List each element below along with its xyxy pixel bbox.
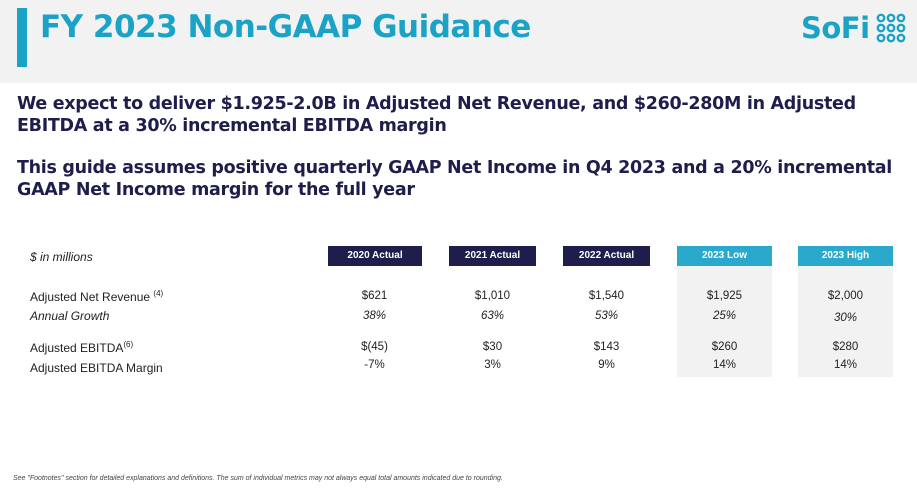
table-cell: 53%	[594, 310, 619, 322]
table-cell: 3%	[484, 359, 501, 371]
sofi-logo: SoFi	[801, 10, 906, 46]
table-cell: $(45)	[361, 341, 388, 353]
table-cell: -7%	[364, 359, 385, 371]
headline-revenue-ebitda: We expect to deliver $1.925-2.0B in Adju…	[17, 94, 856, 136]
table-cell: 38%	[362, 310, 387, 322]
table-cell: 14%	[712, 359, 737, 371]
footnote-ref: (6)	[123, 340, 134, 349]
title-accent-bar	[17, 8, 27, 67]
footnote-disclaimer: See "Footnotes" section for detailed exp…	[13, 475, 503, 482]
slide-header	[0, 0, 917, 83]
table-cell: $1,010	[474, 290, 511, 302]
table-cell: 9%	[598, 359, 615, 371]
headline-net-income: This guide assumes positive quarterly GA…	[17, 158, 893, 200]
table-cell: 30%	[833, 312, 858, 324]
table-cell: $2,000	[827, 290, 864, 302]
table-cell: $621	[361, 290, 388, 302]
column-background-2023-high	[798, 246, 893, 377]
table-cell: $1,925	[706, 290, 743, 302]
column-header-2021: 2021 Actual	[449, 246, 536, 266]
table-cell: $280	[832, 341, 859, 353]
unit-label: $ in millions	[30, 250, 93, 264]
column-header-2020: 2020 Actual	[328, 246, 422, 266]
column-header-2023-low: 2023 Low	[677, 246, 772, 266]
row-label-annual-growth: Annual Growth	[30, 309, 110, 323]
logo-text: SoFi	[801, 11, 870, 45]
row-label-adjusted-ebitda-margin: Adjusted EBITDA Margin	[30, 361, 163, 375]
row-label-adjusted-ebitda: Adjusted EBITDA(6)	[30, 340, 134, 355]
row-label-adjusted-net-revenue: Adjusted Net Revenue (4)	[30, 289, 164, 304]
table-cell: $30	[482, 341, 503, 353]
column-background-2023-low	[677, 246, 772, 377]
column-header-2023-high: 2023 High	[798, 246, 893, 266]
table-cell: $1,540	[588, 290, 625, 302]
table-cell: 14%	[833, 359, 858, 371]
sofi-logo-mark-icon	[876, 13, 905, 43]
table-cell: 63%	[480, 310, 505, 322]
table-cell: 25%	[712, 310, 737, 322]
table-cell: $143	[593, 341, 620, 353]
table-cell: $260	[711, 341, 738, 353]
footnote-ref: (4)	[153, 289, 164, 298]
column-header-2022: 2022 Actual	[563, 246, 650, 266]
page-title: FY 2023 Non-GAAP Guidance	[40, 9, 531, 45]
